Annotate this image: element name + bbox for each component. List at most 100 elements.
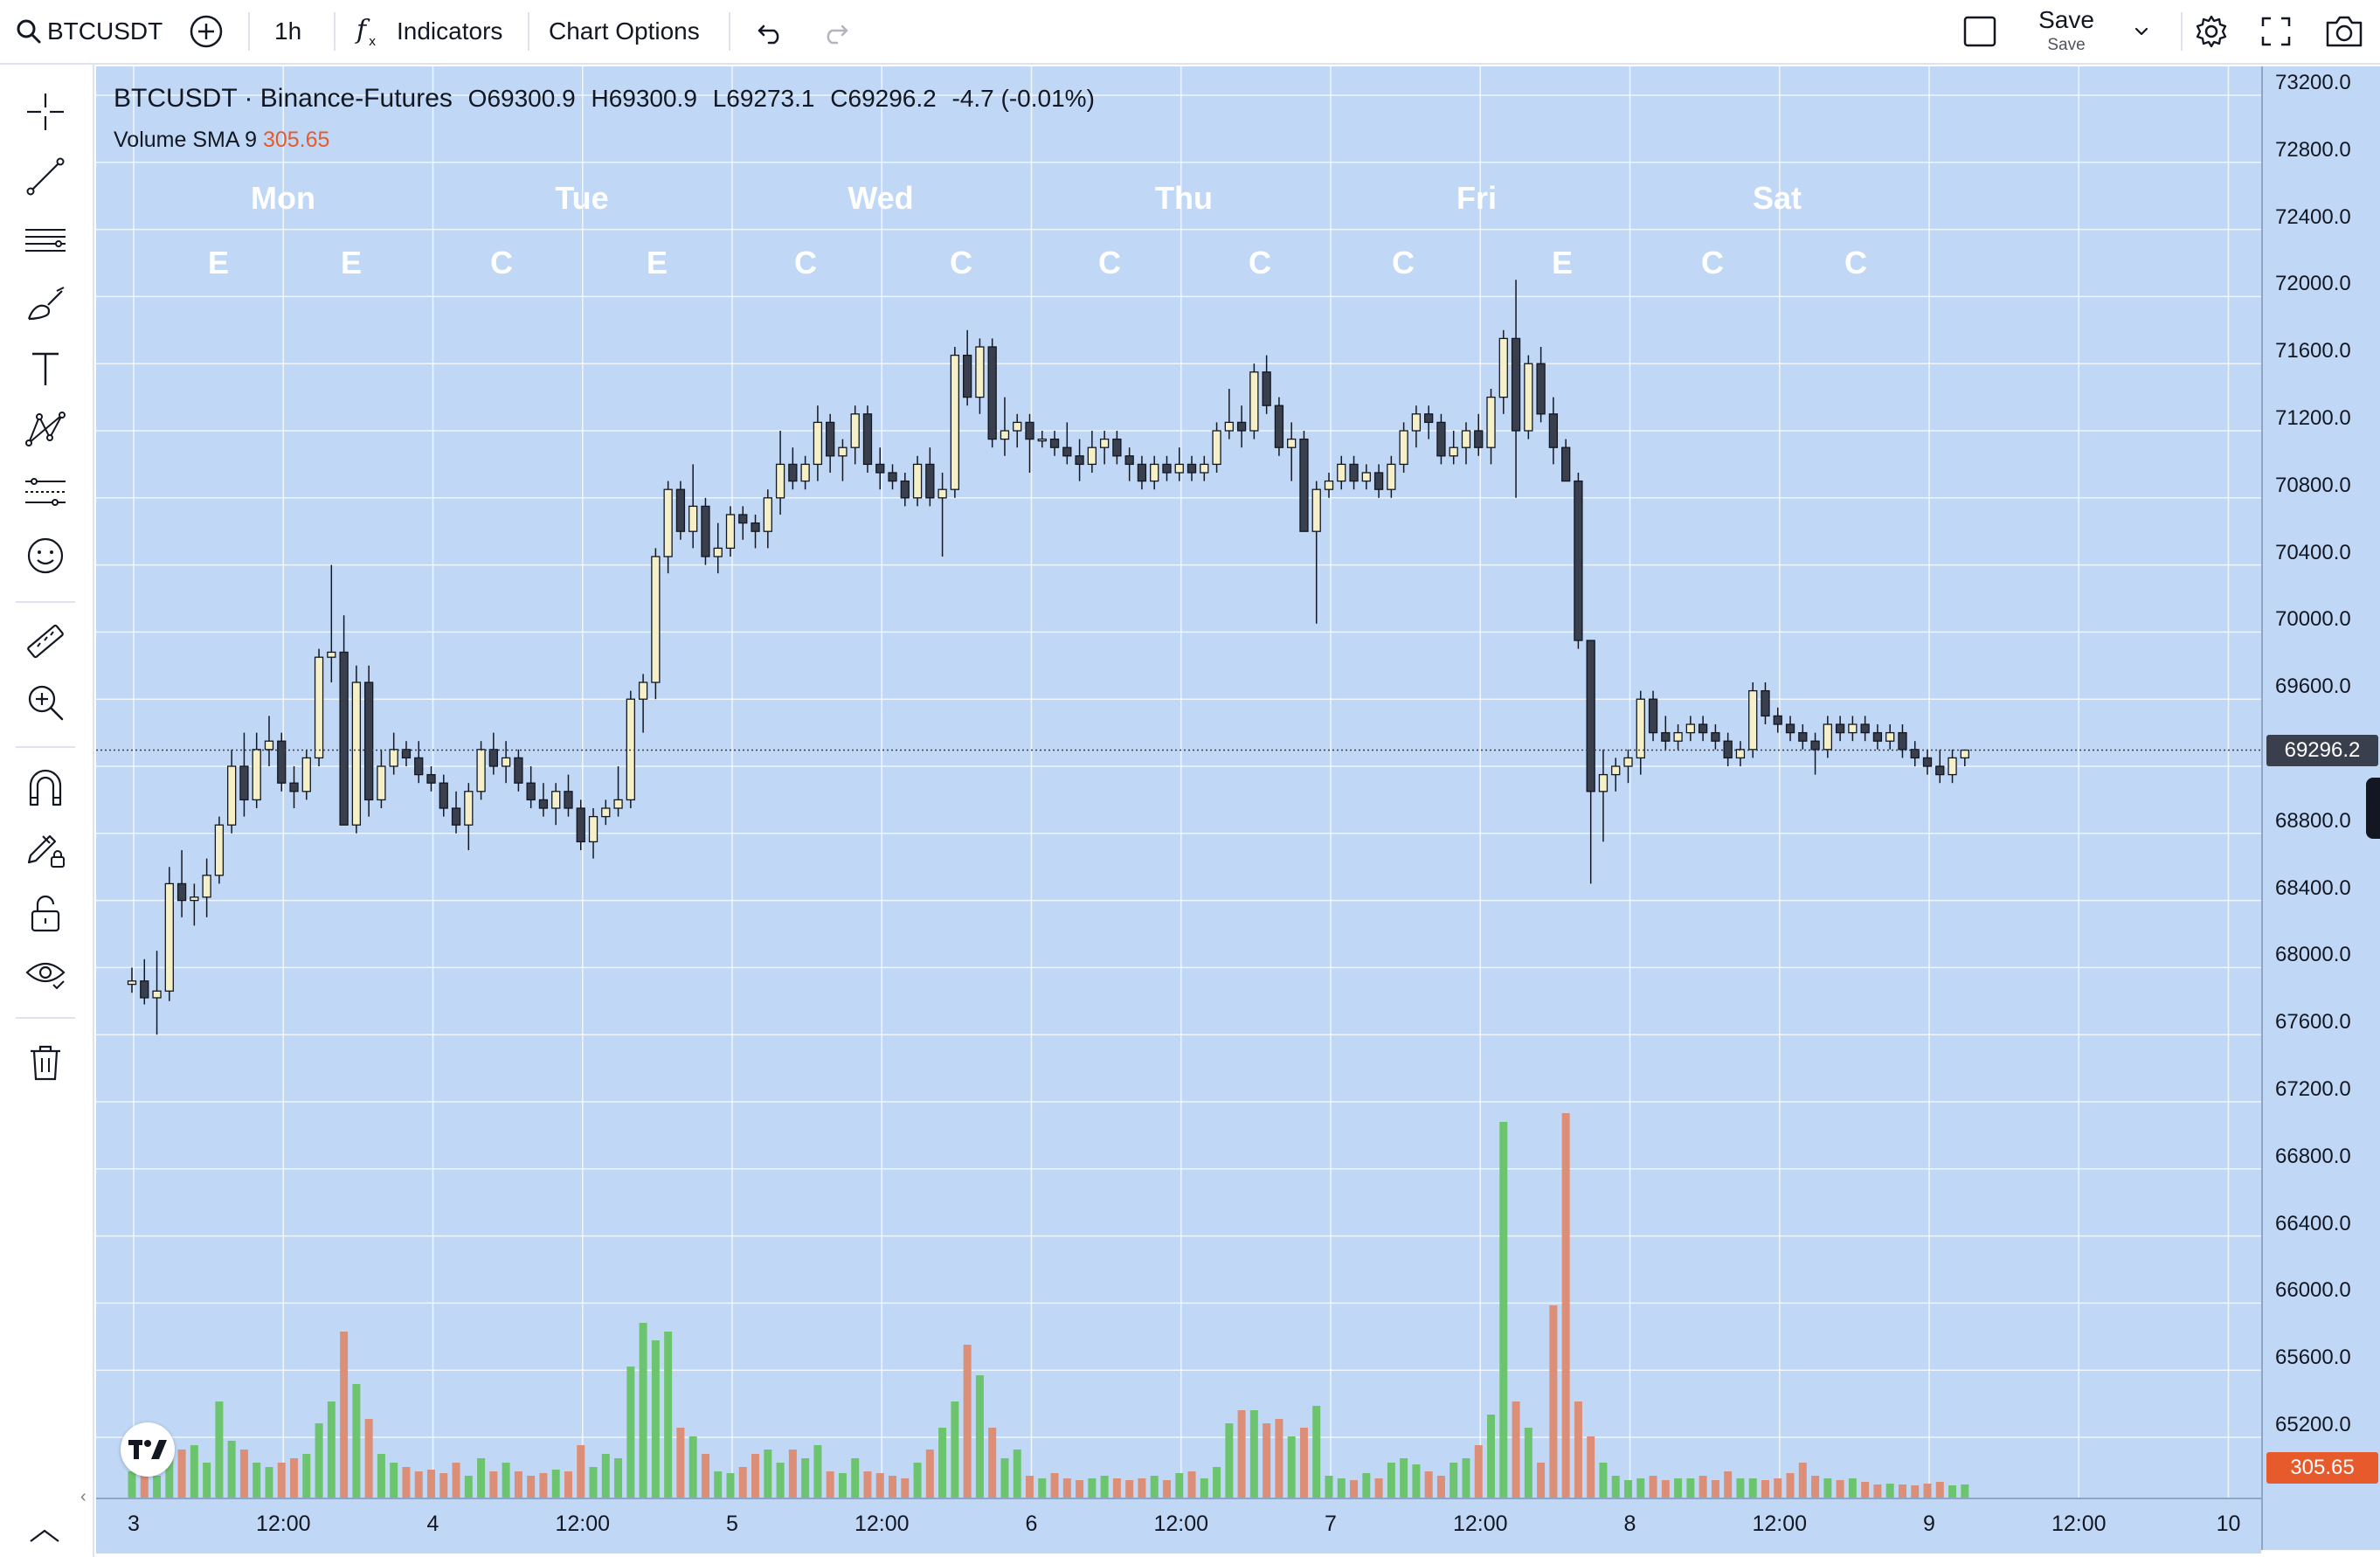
volume-bar	[564, 1471, 572, 1498]
volume-bar	[203, 1463, 211, 1498]
volume-bar	[851, 1458, 860, 1498]
candle-body	[1611, 765, 1621, 776]
tradingview-logo[interactable]	[121, 1422, 175, 1477]
legend-symbol[interactable]: BTCUSDT · Binance-Futures	[114, 84, 453, 113]
volume-bar	[951, 1401, 959, 1498]
volume-bar	[1026, 1476, 1034, 1498]
legend-change: -4.7 (-0.01%)	[951, 85, 1095, 112]
candle-body	[1872, 731, 1883, 742]
volume-bar	[813, 1445, 822, 1498]
volume-bar	[1923, 1484, 1932, 1498]
volume-bar	[502, 1463, 510, 1498]
time-axis-label: 7	[1325, 1512, 1337, 1536]
chart-pane[interactable]	[96, 66, 2261, 1550]
volume-bar	[1436, 1476, 1445, 1498]
candle-body	[1274, 405, 1284, 448]
volume-bar	[302, 1454, 311, 1498]
layout-button[interactable]	[1962, 0, 1997, 63]
chart-options-button[interactable]: Chart Options	[549, 0, 700, 63]
volume-bar	[1487, 1415, 1496, 1498]
pattern-tool[interactable]	[21, 405, 70, 454]
crosshair-icon	[27, 93, 64, 130]
add-circle-icon	[189, 14, 224, 49]
volume-bar	[1299, 1428, 1308, 1498]
volume-bar	[253, 1463, 261, 1498]
zoom-tool[interactable]	[21, 678, 70, 727]
candle-body	[601, 807, 611, 818]
emoji-tool[interactable]	[21, 531, 70, 580]
save-button[interactable]: Save Save	[2023, 5, 2110, 56]
candle-body	[1810, 740, 1820, 751]
volume-legend-label: Volume SMA 9	[114, 128, 257, 152]
save-dropdown-button[interactable]	[2132, 0, 2151, 63]
collapse-arrow-icon[interactable]: ‹	[80, 1487, 86, 1506]
volume-bar	[751, 1454, 760, 1498]
volume-bar	[1948, 1485, 1957, 1498]
price-axis[interactable]: 73200.0 72800.0 72400.0 72000.0 71600.0 71200…	[2261, 66, 2380, 1550]
volume-bar	[190, 1445, 198, 1498]
stay-in-drawing-mode-tool[interactable]	[21, 825, 70, 874]
hide-drawings-tool[interactable]	[21, 949, 70, 998]
candle-body	[564, 791, 573, 809]
toolbar-divider	[16, 601, 75, 603]
chevron-down-icon	[2132, 22, 2151, 41]
candle-body	[1212, 430, 1221, 466]
screenshot-button[interactable]	[2324, 0, 2364, 63]
compare-button[interactable]	[189, 0, 224, 63]
candlestick-chart[interactable]	[96, 66, 2261, 1498]
price-axis-label: 73200.0	[2275, 71, 2351, 94]
volume-bar	[1512, 1401, 1520, 1498]
text-tool[interactable]	[21, 344, 70, 393]
time-axis-label: 5	[726, 1512, 738, 1536]
forecast-tool[interactable]	[21, 468, 70, 517]
volume-bar	[1412, 1464, 1421, 1498]
redo-button[interactable]	[820, 0, 851, 63]
toolbar-divider	[528, 12, 529, 51]
candle-body	[1898, 731, 1907, 751]
candle-body	[1498, 337, 1508, 398]
right-panel-handle[interactable]	[2366, 778, 2380, 839]
candle-body	[1224, 421, 1234, 432]
legend-close: 69296.2	[848, 85, 937, 112]
interval-button[interactable]: 1h	[274, 0, 301, 63]
price-axis-label: 69600.0	[2275, 675, 2351, 699]
brush-tool[interactable]	[21, 281, 70, 330]
volume-bar	[514, 1471, 522, 1498]
volume-legend[interactable]: Volume SMA 9 305.65	[114, 128, 329, 153]
time-axis[interactable]: 3 12:00 4 12:00 5 12:00 6 12:00 7 12:00 8 12:00 9 12:…	[96, 1498, 2261, 1554]
candle-body	[439, 782, 448, 809]
fullscreen-button[interactable]	[2259, 0, 2293, 63]
ohlc-legend: BTCUSDT · Binance-Futures O69300.9 H6930…	[114, 84, 1104, 114]
candle-body	[1798, 731, 1808, 742]
redo-icon	[820, 16, 851, 47]
candle-body	[464, 791, 474, 826]
magnet-tool[interactable]	[21, 764, 70, 813]
ruler-icon	[27, 624, 64, 659]
crosshair-tool[interactable]	[21, 87, 70, 136]
remove-drawings-tool[interactable]	[21, 1038, 70, 1087]
undo-button[interactable]	[755, 0, 786, 63]
trend-line-tool[interactable]	[21, 152, 70, 201]
volume-bar	[427, 1470, 435, 1498]
volume-bar	[601, 1454, 610, 1498]
event-label: C	[950, 245, 972, 280]
candle-body	[1424, 413, 1434, 424]
volume-bar	[1162, 1480, 1171, 1498]
candle-body	[314, 656, 324, 759]
candle-body	[663, 488, 673, 557]
candle-body	[176, 882, 187, 902]
volume-bar	[1786, 1473, 1795, 1498]
symbol-search-button[interactable]: BTCUSDT	[16, 0, 175, 63]
volume-bar	[551, 1470, 560, 1498]
measure-tool[interactable]	[21, 617, 70, 666]
lock-drawings-tool[interactable]	[21, 889, 70, 938]
settings-button[interactable]	[2193, 0, 2230, 63]
fib-tool[interactable]	[21, 217, 70, 266]
volume-bar	[1898, 1484, 1906, 1498]
volume-bar	[1774, 1478, 1782, 1498]
candle-body	[576, 807, 585, 843]
text-icon	[32, 352, 59, 385]
favorites-toggle[interactable]	[23, 1526, 66, 1557]
volume-bar	[863, 1471, 872, 1498]
